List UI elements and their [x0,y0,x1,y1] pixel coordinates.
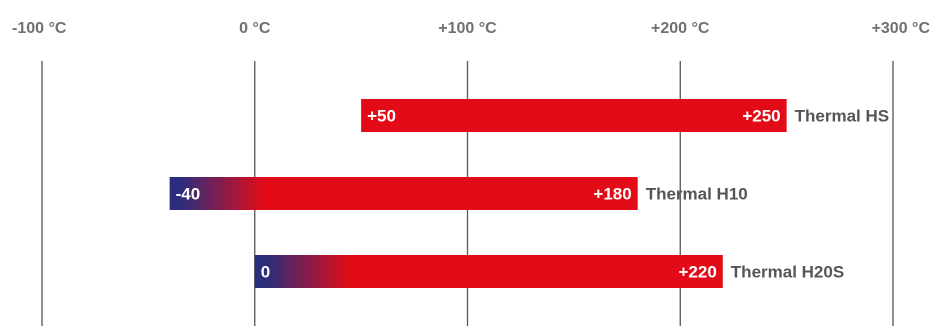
x-tick-label: +100 °C [438,20,497,37]
bar-min-label: 0 [261,263,270,282]
bar-max-label: +250 [742,107,780,126]
range-bar [169,177,638,210]
series-name-label: Thermal H20S [731,263,844,282]
bar-max-label: +220 [679,263,717,282]
x-tick-label: -100 °C [12,20,67,37]
x-tick-label: +300 °C [872,20,931,37]
series-name-label: Thermal HS [795,107,889,126]
range-bar [254,255,723,288]
x-tick-label: 0 °C [239,20,271,37]
x-axis-ticks: -100 °C 0 °C +100 °C +200 °C +300 °C [12,20,930,37]
range-bar [361,99,787,132]
series-name-label: Thermal H10 [646,185,748,204]
bars: +50 +250 Thermal HS -40 +180 Thermal H10 0 +220… [169,99,889,288]
bar-min-label: -40 [176,185,201,204]
x-tick-label: +200 °C [651,20,710,37]
bar-min-label: +50 [367,107,396,126]
bar-max-label: +180 [593,185,631,204]
